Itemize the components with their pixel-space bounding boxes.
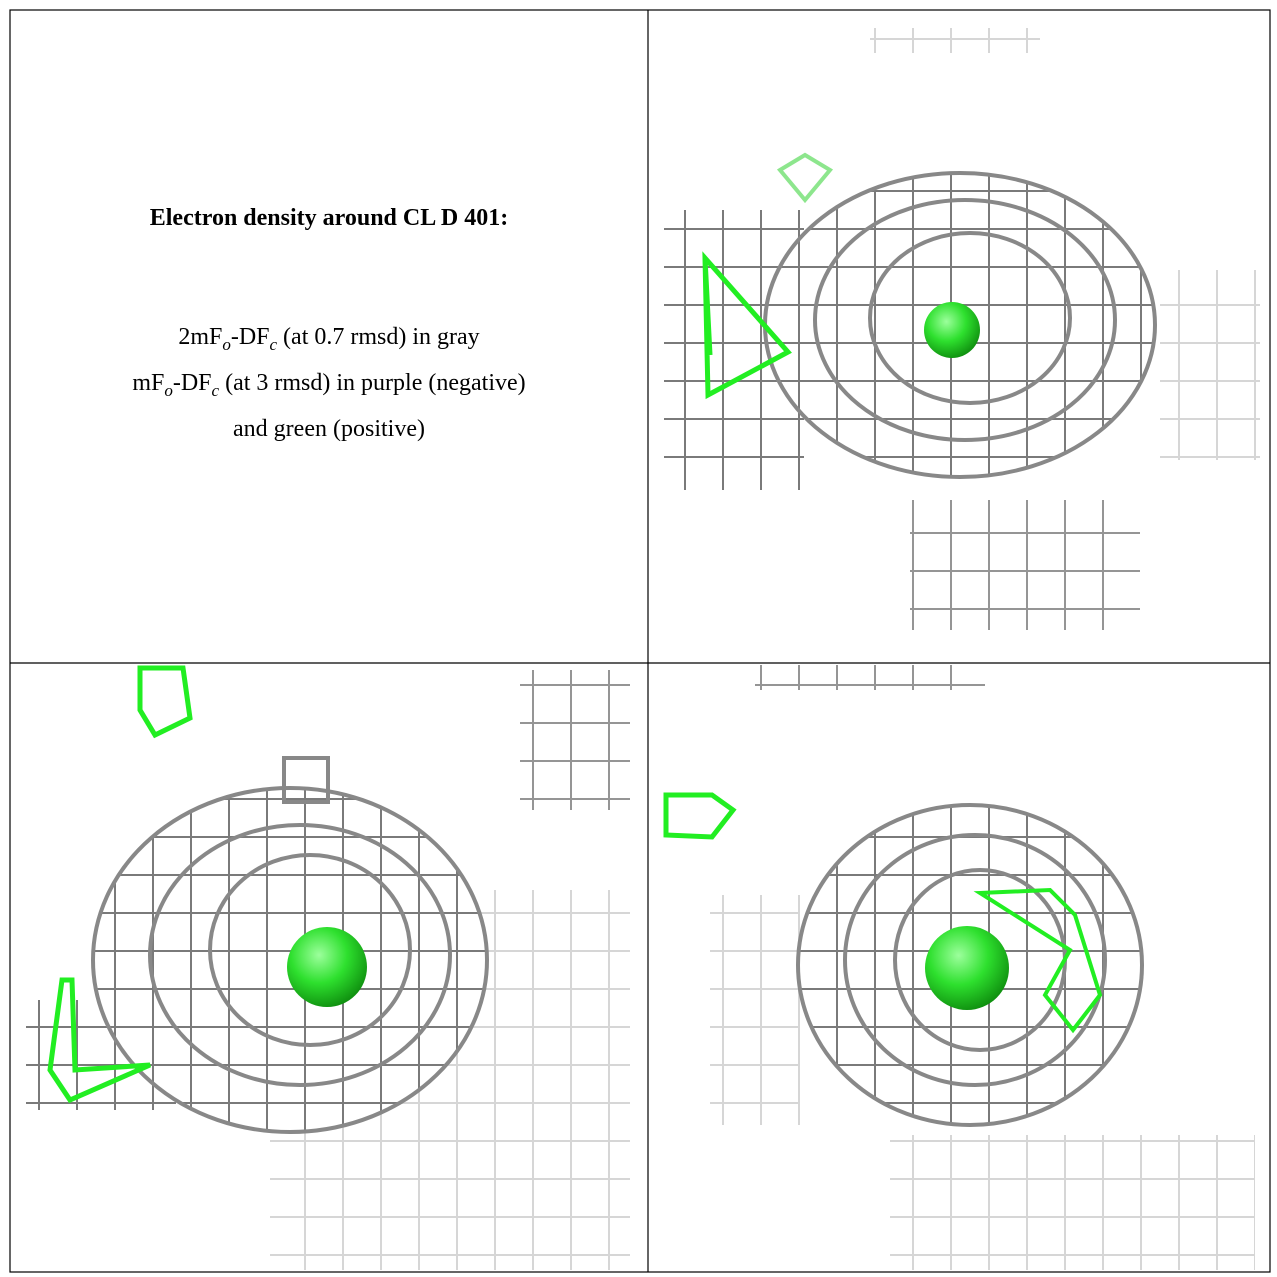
subscript: c [269,334,278,354]
caption-line: 2mFo-DFc (at 0.7 rmsd) in gray [10,318,648,364]
text-run: (at 0.7 rmsd) in gray [277,324,480,350]
caption-lines: 2mFo-DFc (at 0.7 rmsd) in gray mFo-DFc (a… [10,318,648,448]
panel-borders [9,9,1271,1273]
density-render-1 [664,28,1260,630]
density-render-3 [663,665,1255,1270]
subscript: o [164,380,173,400]
caption-line: mFo-DFc (at 3 rmsd) in purple (negative) [10,364,648,410]
density-render-2 [26,665,630,1270]
caption: Electron density around CL D 401: 2mFo-D… [10,0,648,663]
text-run: 2mF [178,324,223,350]
caption-title: Electron density around CL D 401: [149,205,509,231]
text-run: (at 3 rmsd) in purple (negative) [219,369,526,396]
subscript: o [222,334,231,354]
text-run: and green (positive) [233,415,425,442]
caption-line: and green (positive) [10,410,648,448]
subscript: c [211,380,220,400]
text-run: -DF [230,324,270,350]
text-run: -DF [172,369,212,396]
text-run: mF [132,369,165,396]
